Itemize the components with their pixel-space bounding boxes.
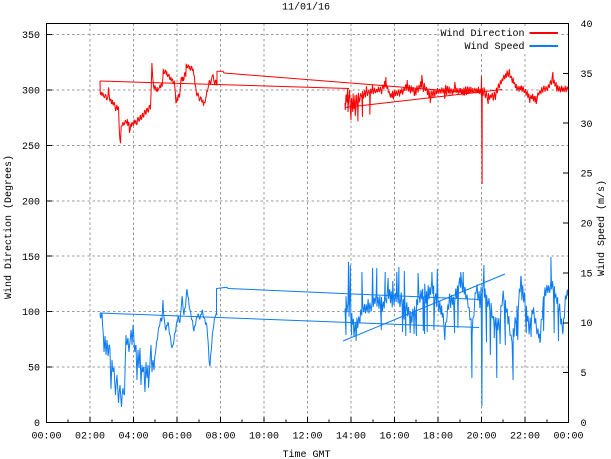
svg-text:10:00: 10:00 bbox=[249, 432, 279, 443]
svg-text:30: 30 bbox=[581, 120, 593, 131]
svg-text:0: 0 bbox=[581, 419, 587, 430]
svg-text:Wind Speed: Wind Speed bbox=[464, 41, 524, 53]
svg-text:18:00: 18:00 bbox=[423, 432, 453, 443]
svg-text:14:00: 14:00 bbox=[336, 432, 366, 443]
svg-text:20:00: 20:00 bbox=[466, 432, 496, 443]
svg-text:00:00: 00:00 bbox=[553, 432, 583, 443]
svg-text:22:00: 22:00 bbox=[510, 432, 540, 443]
svg-text:08:00: 08:00 bbox=[205, 432, 235, 443]
svg-text:11/01/16: 11/01/16 bbox=[282, 2, 330, 14]
svg-text:00:00: 00:00 bbox=[31, 432, 61, 443]
svg-text:02:00: 02:00 bbox=[75, 432, 105, 443]
svg-text:04:00: 04:00 bbox=[118, 432, 148, 443]
svg-text:100: 100 bbox=[22, 308, 40, 319]
svg-text:Time GMT: Time GMT bbox=[282, 449, 330, 459]
svg-text:40: 40 bbox=[581, 20, 593, 31]
svg-text:35: 35 bbox=[581, 70, 593, 81]
svg-text:16:00: 16:00 bbox=[379, 432, 409, 443]
svg-text:20: 20 bbox=[581, 220, 593, 231]
svg-text:200: 200 bbox=[22, 197, 40, 208]
svg-text:15: 15 bbox=[581, 269, 593, 280]
svg-text:06:00: 06:00 bbox=[162, 432, 192, 443]
svg-text:10: 10 bbox=[581, 319, 593, 330]
svg-text:Wind Speed (m/s): Wind Speed (m/s) bbox=[596, 180, 608, 276]
svg-text:5: 5 bbox=[581, 369, 587, 380]
svg-text:Wind Direction: Wind Direction bbox=[440, 28, 524, 40]
svg-text:150: 150 bbox=[22, 253, 40, 264]
svg-text:300: 300 bbox=[22, 87, 40, 98]
svg-text:Wind Direction (Degrees): Wind Direction (Degrees) bbox=[3, 155, 15, 299]
svg-text:0: 0 bbox=[34, 419, 40, 430]
svg-text:350: 350 bbox=[22, 31, 40, 42]
svg-text:250: 250 bbox=[22, 142, 40, 153]
svg-text:50: 50 bbox=[28, 364, 40, 375]
svg-text:12:00: 12:00 bbox=[292, 432, 322, 443]
svg-text:25: 25 bbox=[581, 170, 593, 181]
